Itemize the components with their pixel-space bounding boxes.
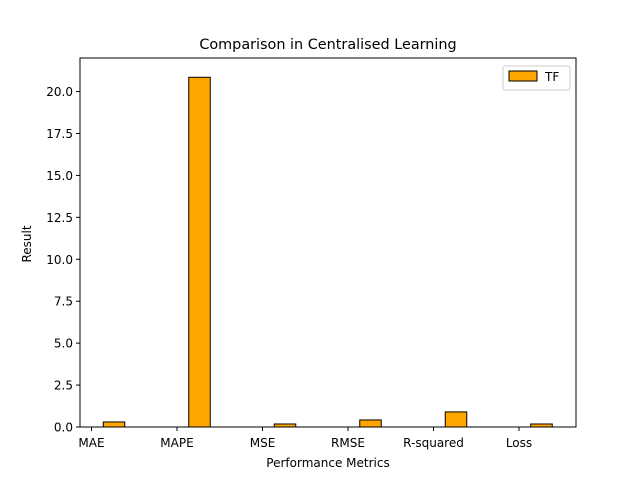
y-tick-label: 17.5 [46, 127, 73, 141]
y-tick-label: 12.5 [46, 211, 73, 225]
x-tick-label: RMSE [331, 436, 365, 450]
y-tick-label: 20.0 [46, 85, 73, 99]
y-axis-title: Result [20, 225, 34, 262]
y-tick-label: 5.0 [54, 337, 73, 351]
bar-rmse [359, 419, 382, 428]
x-tick-label: Loss [506, 436, 532, 450]
x-tick-label: R-squared [403, 436, 464, 450]
x-tick-label: MSE [250, 436, 276, 450]
y-tick-label: 2.5 [54, 379, 73, 393]
legend-swatch [508, 70, 538, 82]
legend-label: TF [544, 70, 559, 84]
bar-mape [188, 76, 211, 428]
x-axis-title: Performance Metrics [266, 456, 389, 470]
x-tick-label: MAPE [160, 436, 193, 450]
axes-frame [79, 57, 577, 428]
bar-r-squared [444, 411, 468, 428]
legend: TF [502, 65, 571, 91]
y-tick-label: 7.5 [54, 295, 73, 309]
chart-title: Comparison in Centralised Learning [199, 37, 456, 53]
y-tick-label: 15.0 [46, 169, 73, 183]
plot-area: 0.0 2.5 5.0 7.5 10.0 12.5 15.0 17.5 20.0 MAE MAPE M… [46, 57, 577, 450]
y-tick-label: 0.0 [54, 421, 73, 435]
bar-mae [102, 421, 126, 428]
x-tick-label: MAE [78, 436, 104, 450]
y-tick-label: 10.0 [46, 253, 73, 267]
